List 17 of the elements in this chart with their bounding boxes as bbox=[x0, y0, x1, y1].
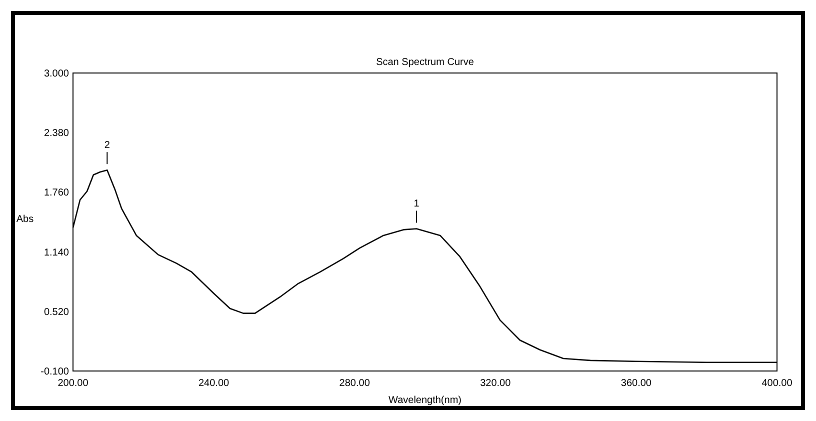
x-tick-label: 320.00 bbox=[480, 378, 512, 389]
y-tick-label: -0.100 bbox=[40, 366, 70, 378]
y-tick-label: 1.140 bbox=[44, 247, 70, 258]
x-tick-label: 400.00 bbox=[762, 378, 793, 389]
chart-title: Scan Spectrum Curve bbox=[376, 57, 474, 68]
annotation: 2 bbox=[104, 140, 110, 152]
x-tick-label: 360.00 bbox=[620, 378, 652, 389]
y-tick-label: 0.520 bbox=[44, 306, 70, 318]
y-tick-label: 3.000 bbox=[44, 68, 70, 80]
annotation: 1 bbox=[414, 198, 420, 210]
x-tick-label: 280.00 bbox=[339, 378, 370, 389]
x-tick-label: 200.00 bbox=[58, 378, 89, 389]
y-tick-label: 2.380 bbox=[44, 128, 70, 140]
y-axis-title: Abs bbox=[16, 214, 34, 225]
x-tick-label: 240.00 bbox=[198, 378, 230, 389]
x-axis-title: Wavelength(nm) bbox=[388, 395, 462, 406]
y-tick-label: 1.760 bbox=[44, 188, 70, 199]
